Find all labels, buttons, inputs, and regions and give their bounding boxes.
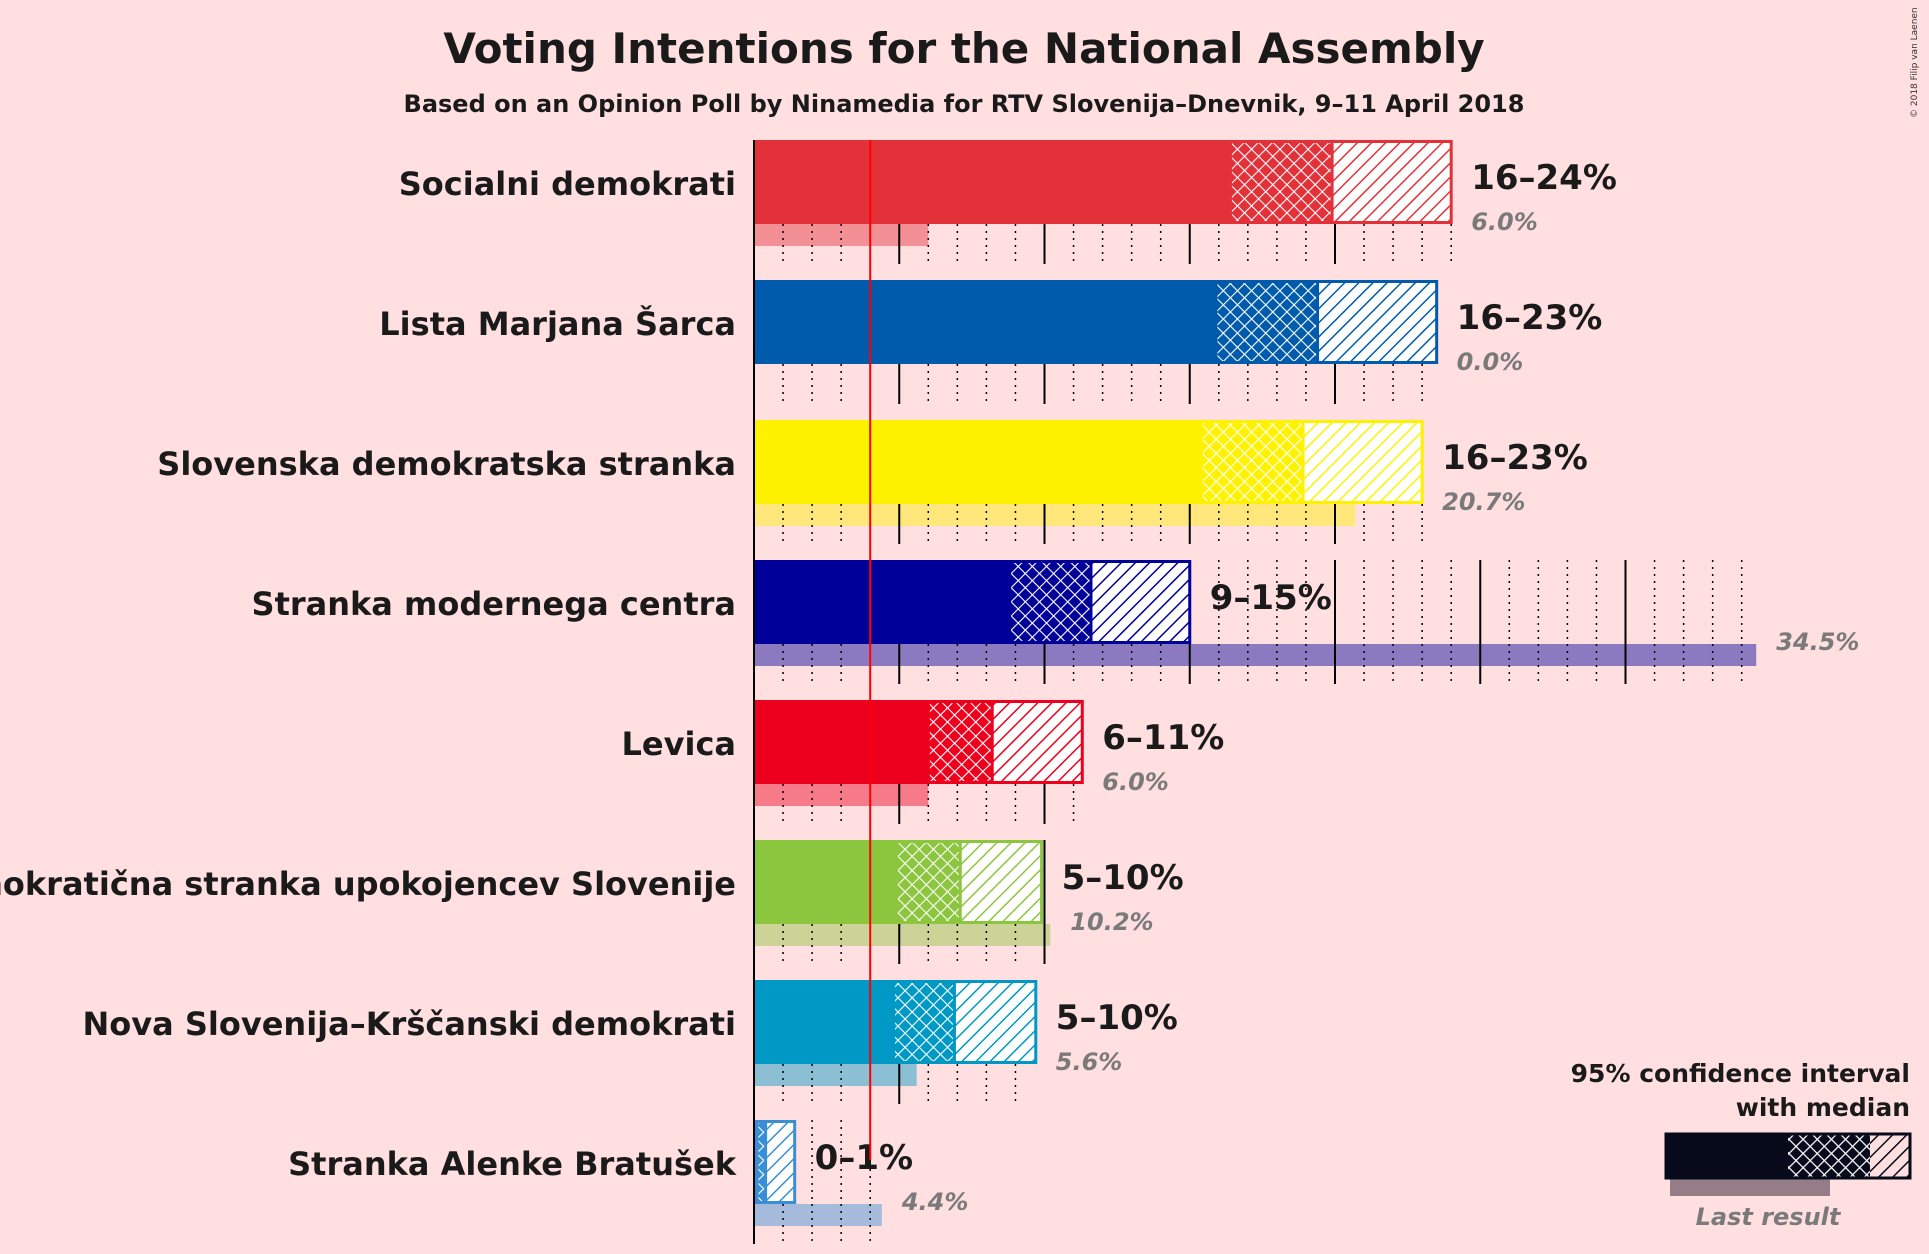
- ci-solid-bar: [754, 420, 1202, 504]
- ci-hatch-section: [992, 700, 1083, 784]
- ci-solid-bar: [754, 560, 1010, 644]
- ci-hatch-section: [765, 1120, 795, 1204]
- party-label: Nova Slovenija–Krščanski demokrati: [83, 1005, 737, 1043]
- party-row-demokraticna-stranka-upokojencev-slovenije: Demokratična stranka upokojencev Sloveni…: [0, 840, 1184, 964]
- last-result-bar: [754, 1064, 917, 1086]
- ci-hatch-section: [1303, 420, 1423, 504]
- last-result-bar: [754, 924, 1051, 946]
- ci-hatch-section: [1332, 140, 1452, 224]
- range-label: 5–10%: [1056, 998, 1178, 1038]
- party-row-levica: Levica 6–11% 6.0%: [622, 700, 1224, 824]
- last-result-label: 20.7%: [1442, 488, 1525, 516]
- party-label: Lista Marjana Šarca: [379, 304, 736, 343]
- ci-outline: [1008, 560, 1192, 644]
- last-result-label: 34.5%: [1776, 628, 1859, 656]
- legend-hatch-pattern: [1870, 1134, 1910, 1178]
- last-result-label: 10.2%: [1070, 908, 1153, 936]
- ci-hatch-section: [1317, 280, 1437, 364]
- party-rows: Socialni demokrati 16–24% 6.0% Lista Marjan…: [0, 140, 1859, 1244]
- party-label: Slovenska demokratska stranka: [157, 445, 736, 483]
- range-label: 0–1%: [815, 1138, 913, 1178]
- legend-solid-bar: [1666, 1134, 1788, 1178]
- ci-solid-bar: [754, 980, 894, 1064]
- ci-outline: [755, 1120, 797, 1204]
- copyright: © 2018 Filip van Laenen: [1910, 7, 1920, 118]
- ci-cross-section: [756, 1120, 766, 1204]
- party-row-socialni-demokrati: Socialni demokrati 16–24% 6.0%: [399, 140, 1617, 264]
- range-label: 5–10%: [1062, 858, 1184, 898]
- legend: 95% confidence interval with median Last…: [1571, 1059, 1912, 1231]
- last-result-bar: [754, 224, 929, 246]
- party-row-lista-marjana-sarca: Lista Marjana Šarca 16–23% 0.0%: [379, 280, 1602, 404]
- ci-outline: [1199, 420, 1424, 504]
- last-result-label: 0.0%: [1457, 348, 1524, 376]
- ci-hatch-section: [960, 840, 1042, 924]
- legend-title-line2: with median: [1736, 1093, 1910, 1122]
- last-result-bar: [754, 784, 929, 806]
- legend-cross-pattern: [1788, 1134, 1870, 1178]
- last-result-label: 6.0%: [1102, 768, 1169, 796]
- legend-outline: [1664, 1132, 1912, 1180]
- range-label: 16–23%: [1442, 438, 1588, 478]
- range-label: 16–23%: [1457, 298, 1603, 338]
- legend-title-line1: 95% confidence interval: [1571, 1059, 1910, 1088]
- party-row-slovenska-demokratska-stranka: Slovenska demokratska stranka 16–23% 20.7%: [157, 420, 1588, 544]
- ci-solid-bar: [754, 280, 1216, 364]
- party-label: Stranka modernega centra: [252, 585, 736, 623]
- party-label: Stranka Alenke Bratušek: [288, 1145, 737, 1183]
- ci-solid-bar: [754, 140, 1231, 224]
- ci-cross-section: [896, 840, 961, 924]
- ci-hatch-section: [954, 980, 1036, 1064]
- party-row-stranka-alenke-bratusek: Stranka Alenke Bratušek 0–1% 4.4%: [288, 1120, 968, 1244]
- ci-outline: [891, 980, 1038, 1064]
- range-label: 16–24%: [1471, 158, 1617, 198]
- ci-hatch-section: [1090, 560, 1190, 644]
- range-label: 6–11%: [1102, 718, 1224, 758]
- ci-outline: [1214, 280, 1439, 364]
- party-label: Socialni demokrati: [399, 165, 736, 203]
- chart-subtitle: Based on an Opinion Poll by Ninamedia fo…: [404, 90, 1525, 118]
- party-label: Levica: [622, 725, 736, 763]
- last-result-bar: [754, 504, 1356, 526]
- ci-cross-section: [1009, 560, 1091, 644]
- ci-outline: [926, 700, 1084, 784]
- party-row-nova-slovenija-krscanski-demokrati: Nova Slovenija–Krščanski demokrati 5–10% 5…: [83, 980, 1178, 1104]
- last-result-label: 4.4%: [901, 1188, 969, 1216]
- last-result-label: 6.0%: [1471, 208, 1538, 236]
- last-result-bar: [754, 1204, 882, 1226]
- ci-cross-section: [1201, 420, 1304, 504]
- ci-cross-section: [1215, 280, 1318, 364]
- ci-solid-bar: [754, 700, 929, 784]
- party-label: Demokratična stranka upokojencev Sloveni…: [0, 865, 736, 903]
- ci-cross-section: [1230, 140, 1333, 224]
- ci-cross-section: [928, 700, 993, 784]
- ci-solid-bar: [754, 840, 897, 924]
- ci-cross-section: [893, 980, 955, 1064]
- last-result-bar: [754, 644, 1757, 666]
- range-label: 9–15%: [1210, 578, 1332, 618]
- chart-title: Voting Intentions for the National Assem…: [443, 24, 1484, 73]
- party-row-stranka-modernega-centra: Stranka modernega centra 9–15% 34.5%: [252, 560, 1859, 684]
- legend-last-result-label: Last result: [1696, 1203, 1842, 1231]
- last-result-label: 5.6%: [1056, 1048, 1123, 1076]
- ci-outline: [1228, 140, 1453, 224]
- ci-outline: [894, 840, 1044, 924]
